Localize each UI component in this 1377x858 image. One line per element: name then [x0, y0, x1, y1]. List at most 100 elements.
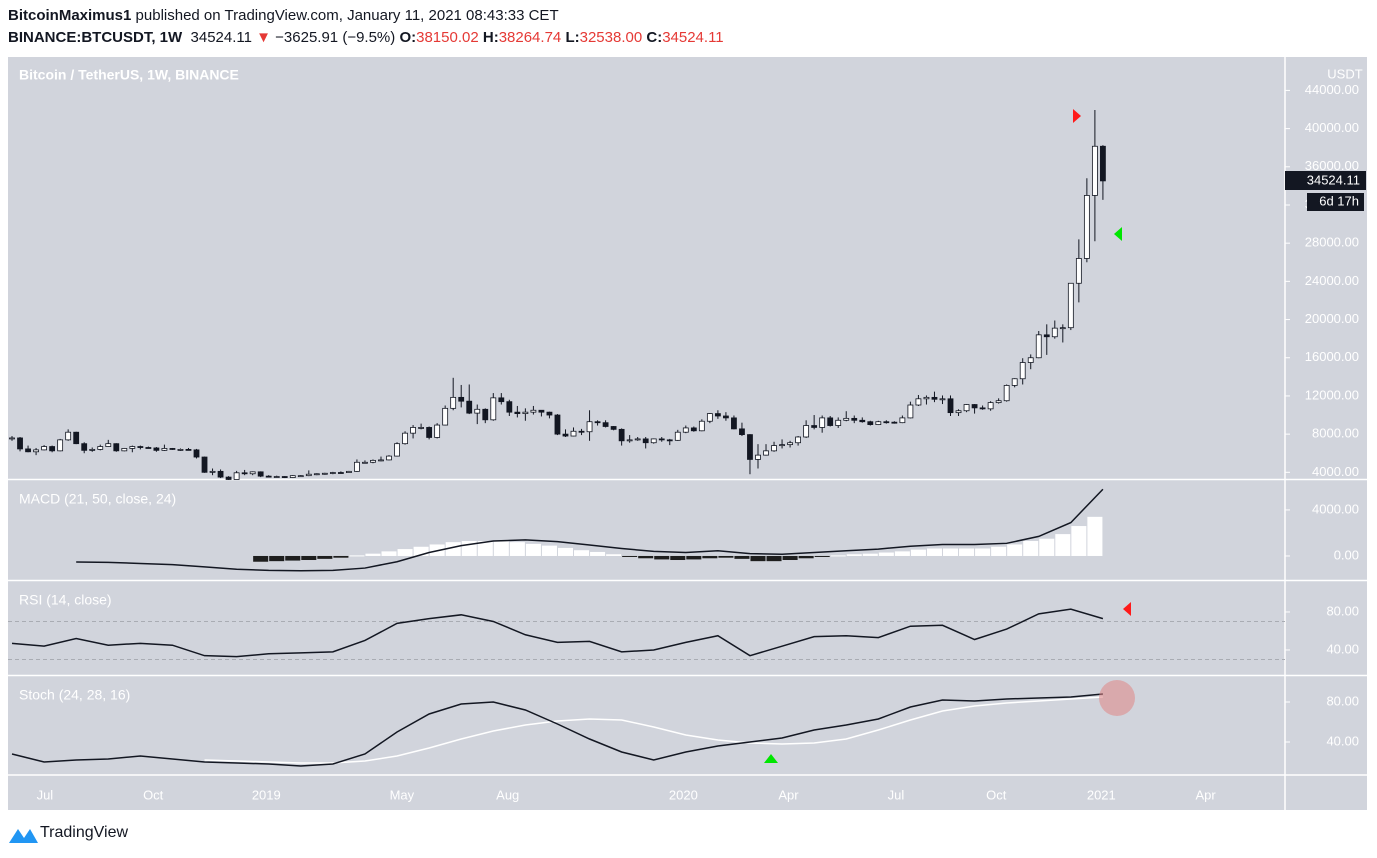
- histogram-bar: [975, 548, 991, 556]
- histogram-bar: [285, 555, 301, 561]
- candle-body: [169, 448, 176, 450]
- candle-body: [851, 417, 858, 421]
- candle-body: [97, 446, 104, 450]
- candle-body: [17, 437, 23, 450]
- candle-body: [706, 413, 713, 422]
- candle-body: [129, 446, 136, 449]
- histogram-bar: [862, 553, 878, 556]
- histogram-bar: [846, 554, 862, 556]
- histogram-bar: [413, 546, 429, 556]
- histogram-bar: [349, 555, 365, 557]
- candle-body: [41, 446, 47, 451]
- candle-body: [875, 421, 882, 425]
- histogram-bar: [926, 548, 942, 556]
- histogram-bar: [509, 542, 525, 556]
- candle-body: [602, 422, 609, 427]
- candle-body: [1059, 327, 1066, 330]
- histogram-bar: [782, 555, 798, 561]
- candle-body: [329, 472, 336, 474]
- candle-body: [225, 476, 232, 480]
- histogram-bar: [445, 542, 461, 556]
- candle-body: [907, 404, 914, 419]
- candle-body: [915, 398, 922, 406]
- candle-body: [739, 428, 745, 436]
- y-tick-label: 12000.00: [1305, 387, 1359, 402]
- candle-body: [594, 421, 601, 424]
- y-tick-label: 4000.00: [1312, 501, 1359, 516]
- last-price-box: [1285, 171, 1366, 190]
- candle-body: [1043, 334, 1050, 338]
- candle-body: [482, 408, 489, 421]
- candle-body: [346, 470, 352, 474]
- candle-body: [755, 454, 761, 460]
- histogram-bar: [878, 552, 894, 556]
- candle-body: [642, 438, 649, 444]
- histogram-bar: [333, 555, 349, 558]
- pane-title: MACD (21, 50, close, 24): [19, 491, 176, 507]
- candle-body: [763, 450, 769, 456]
- candle-body: [498, 397, 505, 403]
- l-label: L:: [565, 29, 580, 46]
- y-tick-label: 0.00: [1334, 547, 1359, 562]
- candle-body: [265, 475, 272, 478]
- sell-marker: [1073, 109, 1081, 123]
- candle-body: [650, 438, 657, 444]
- candle-body: [81, 443, 88, 451]
- candle-body: [843, 417, 850, 421]
- x-tick-label: Jul: [888, 787, 905, 802]
- x-tick-label: May: [390, 787, 415, 802]
- candle-body: [546, 411, 553, 416]
- candle-body: [963, 404, 970, 412]
- histogram-bar: [654, 555, 670, 560]
- candle-body: [281, 476, 288, 478]
- candle-body: [522, 411, 529, 414]
- candle-body: [65, 431, 72, 441]
- y-tick-label: 80.00: [1326, 603, 1359, 618]
- candle-body: [731, 417, 737, 430]
- histogram-bar: [814, 555, 830, 557]
- candle-body: [145, 447, 152, 449]
- x-tick-label: Apr: [1195, 787, 1216, 802]
- x-tick-label: Oct: [143, 787, 164, 802]
- candle-body: [9, 437, 15, 440]
- histogram-bar: [397, 549, 413, 556]
- candle-body: [819, 417, 826, 428]
- x-tick-label: Oct: [986, 787, 1007, 802]
- candle-body: [698, 420, 705, 432]
- l-value: 32538.00: [579, 29, 643, 46]
- c-label: C:: [646, 29, 663, 46]
- o-value: 38150.02: [416, 29, 479, 46]
- candle-body: [313, 473, 320, 476]
- candle-body: [554, 414, 561, 435]
- histogram-bar: [1023, 541, 1039, 556]
- histogram-bar: [1055, 534, 1071, 556]
- candle-body: [209, 470, 216, 473]
- histogram-bar: [750, 555, 766, 562]
- candle-body: [610, 426, 617, 430]
- candle-body: [410, 427, 416, 434]
- candle-body: [49, 446, 56, 452]
- candle-body: [137, 446, 144, 448]
- histogram-bar: [718, 555, 734, 558]
- candle-body: [979, 407, 986, 410]
- indicator-line: [204, 696, 1103, 764]
- candle-body: [634, 438, 641, 441]
- footer-logo: TradingView: [40, 824, 129, 841]
- candle-body: [779, 444, 785, 447]
- candle-body: [89, 449, 96, 451]
- candle-body: [193, 449, 200, 458]
- x-tick-label: 2019: [252, 787, 281, 802]
- candle-body: [241, 472, 248, 475]
- tradingview-logo: [9, 829, 38, 843]
- candle-body: [570, 430, 577, 437]
- candle-body: [1100, 145, 1106, 182]
- y-tick-label: 80.00: [1326, 693, 1359, 708]
- arrow: ▼: [256, 29, 271, 46]
- candle-body: [426, 427, 433, 438]
- candle-body: [370, 459, 376, 463]
- candle-body: [25, 448, 31, 453]
- candle-body: [321, 472, 328, 475]
- y-tick-label: 20000.00: [1305, 311, 1359, 326]
